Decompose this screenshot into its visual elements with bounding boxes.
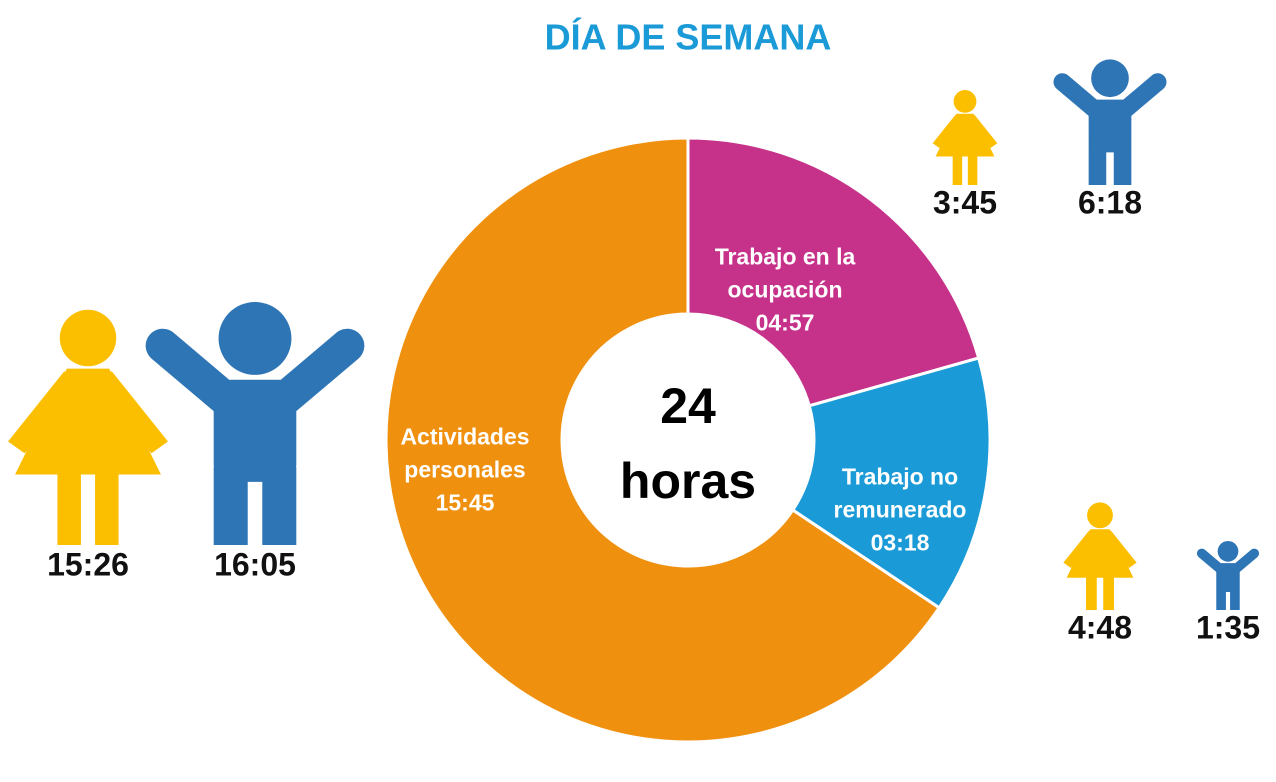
figure-dress — [935, 113, 995, 157]
figure-leg — [1088, 144, 1107, 185]
figure-head — [1091, 59, 1129, 98]
figure-leg — [1216, 587, 1226, 610]
figure-body — [213, 379, 297, 482]
slice-label: Actividades personales 15:45 — [390, 421, 540, 520]
figure-body — [1216, 563, 1240, 593]
figure-leg — [952, 155, 963, 185]
pie-slice — [686, 136, 981, 408]
figure-head — [59, 309, 117, 367]
figure-label: 15:26 — [47, 546, 129, 582]
pie-slice — [384, 136, 942, 744]
figure-head — [1087, 502, 1113, 529]
center-unit: horas — [620, 453, 756, 509]
figure-head — [218, 302, 292, 375]
slice-value: 03:18 — [870, 529, 930, 556]
figure-head — [953, 89, 977, 113]
chart-title: DÍA DE SEMANA — [545, 17, 832, 58]
man-figure — [145, 302, 365, 545]
figure-leg — [1230, 587, 1240, 610]
figure-label: 16:05 — [214, 546, 296, 582]
figure-leg — [967, 155, 978, 185]
figure-arm — [102, 370, 168, 454]
slice-value: 04:57 — [755, 309, 815, 336]
figure-leg — [95, 472, 119, 545]
figure-leg — [57, 472, 81, 545]
figure-leg — [1113, 144, 1132, 185]
figure-arm — [1106, 530, 1137, 569]
woman-figure — [8, 309, 168, 545]
figure-leg — [1086, 576, 1097, 610]
figure-label: 3:45 — [933, 184, 997, 220]
slice-category: Actividades personales — [400, 423, 530, 483]
figure-arm — [932, 114, 960, 148]
center-total: 24 — [660, 378, 716, 434]
figure-leg — [262, 467, 297, 545]
figure-arm — [970, 114, 998, 148]
figure-body — [1088, 99, 1132, 153]
pie-slice — [790, 356, 992, 610]
woman-figure — [1063, 502, 1137, 610]
figure-arm — [8, 370, 74, 454]
slice-label: Trabajo en la ocupación 04:57 — [700, 241, 870, 340]
figure-dress — [15, 368, 161, 475]
figure-label: 6:18 — [1078, 184, 1142, 220]
slice-value: 15:45 — [435, 489, 495, 516]
figure-head — [1217, 541, 1239, 562]
slice-label: Trabajo no remunerado 03:18 — [820, 461, 980, 560]
man-figure — [1053, 59, 1167, 185]
slice-category: Trabajo en la ocupación — [714, 243, 856, 303]
figure-label: 1:35 — [1196, 609, 1260, 645]
slice-category: Trabajo no remunerado — [833, 463, 967, 523]
figure-dress — [1066, 529, 1134, 578]
figure-label: 4:48 — [1068, 609, 1132, 645]
figure-leg — [213, 467, 248, 545]
woman-figure — [932, 89, 998, 185]
figure-leg — [1103, 576, 1114, 610]
figure-arm — [1063, 530, 1094, 569]
man-figure — [1196, 541, 1260, 610]
